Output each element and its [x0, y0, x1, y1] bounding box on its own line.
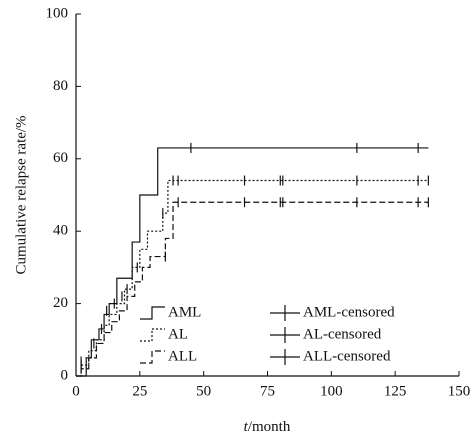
- legend-swatch: [140, 350, 165, 364]
- x-tick-label: 0: [72, 383, 80, 399]
- legend-swatch: [140, 306, 165, 320]
- legend-label: ALL: [168, 348, 197, 364]
- legend-swatch: [140, 328, 165, 342]
- step-line: [76, 179, 429, 377]
- x-tick-label: 25: [132, 383, 147, 399]
- x-axis-label-unit: /month: [248, 419, 291, 435]
- legend-swatch: [270, 327, 300, 343]
- y-tick-label: 40: [53, 223, 68, 239]
- x-tick-label: 125: [384, 383, 407, 399]
- y-tick-label: 60: [53, 150, 68, 166]
- y-axis-label: Cumulative relapse rate/%: [13, 115, 29, 274]
- step-line: [76, 201, 429, 377]
- y-tick-label: 0: [61, 367, 69, 383]
- x-tick-label: 50: [196, 383, 211, 399]
- legend-label: AL-censored: [303, 326, 382, 342]
- x-tick-label: 100: [320, 383, 343, 399]
- legend-label: ALL-censored: [303, 348, 391, 364]
- step-line: [76, 147, 429, 377]
- x-axis-label-var: t: [244, 419, 249, 435]
- y-tick-label: 100: [46, 5, 69, 21]
- x-axis-label: t/month: [244, 419, 291, 435]
- x-tick-label: 150: [448, 383, 471, 399]
- y-tick-label: 80: [53, 78, 68, 94]
- legend-label: AML: [168, 304, 201, 320]
- x-tick-label: 75: [260, 383, 275, 399]
- legend-swatch: [270, 305, 300, 321]
- legend-swatch: [270, 349, 300, 365]
- legend-label: AML-censored: [303, 304, 395, 320]
- y-tick-label: 20: [53, 295, 68, 311]
- legend-label: AL: [168, 326, 188, 342]
